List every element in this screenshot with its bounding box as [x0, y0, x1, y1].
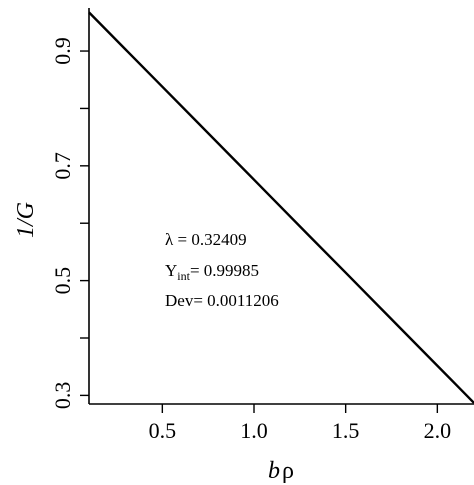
x-tick-label: 0.5 [149, 418, 177, 443]
yint-value: = 0.99985 [190, 261, 259, 280]
lambda-annotation: λ = 0.32409 [165, 230, 247, 249]
x-axis-title-italic: b [268, 458, 280, 484]
dev-annotation: Dev= 0.0011206 [165, 291, 279, 310]
x-axis-title: bρ [268, 458, 294, 484]
y-axis-title: 1/G [13, 202, 39, 238]
x-tick-label: 1.5 [332, 418, 360, 443]
y-tick-label: 0.3 [50, 382, 75, 410]
yint-subscript: int [177, 269, 190, 283]
y-tick-label: 0.5 [50, 267, 75, 295]
y-tick-label: 0.7 [50, 152, 75, 180]
yint-annotation: Yint= 0.99985 [165, 261, 259, 283]
x-tick-label: 2.0 [424, 418, 452, 443]
y-ticks: 0.3 0.5 0.7 0.9 [50, 37, 89, 409]
data-layer [88, 11, 474, 404]
annotation-block: λ = 0.32409 Yint= 0.99985 Dev= 0.0011206 [165, 230, 279, 310]
x-tick-label: 1.0 [240, 418, 268, 443]
x-ticks: 0.5 1.0 1.5 2.0 [149, 404, 452, 443]
y-tick-label: 0.9 [50, 37, 75, 65]
yint-symbol: Y [165, 261, 177, 280]
series-line-0 [88, 11, 474, 404]
x-axis-title-upright: ρ [282, 458, 294, 484]
